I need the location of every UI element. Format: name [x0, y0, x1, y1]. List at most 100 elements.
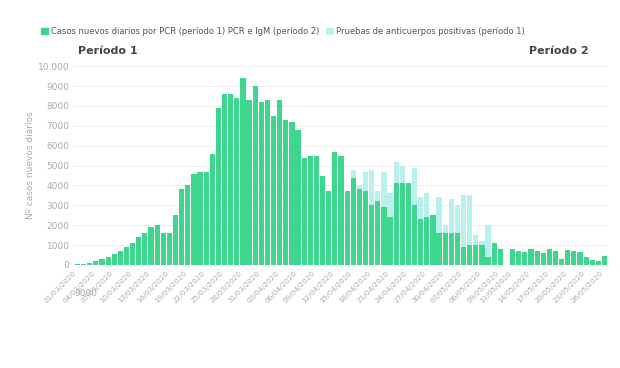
- Bar: [351, 177, 356, 265]
- Bar: [528, 249, 534, 265]
- Bar: [81, 264, 86, 265]
- Bar: [449, 199, 454, 265]
- Bar: [326, 191, 331, 265]
- Bar: [234, 98, 239, 265]
- Bar: [485, 225, 490, 265]
- Bar: [479, 241, 485, 265]
- Bar: [541, 253, 546, 265]
- Bar: [430, 215, 435, 265]
- Bar: [565, 250, 570, 265]
- Bar: [148, 227, 154, 265]
- Bar: [112, 254, 117, 265]
- Bar: [547, 249, 552, 265]
- Bar: [381, 207, 386, 265]
- Bar: [247, 100, 252, 265]
- Bar: [265, 100, 270, 265]
- Bar: [436, 197, 441, 265]
- Bar: [203, 171, 209, 265]
- Bar: [308, 156, 313, 265]
- Bar: [388, 217, 392, 265]
- Bar: [461, 195, 466, 265]
- Bar: [571, 251, 577, 265]
- Bar: [394, 184, 399, 265]
- Bar: [596, 261, 601, 265]
- Bar: [252, 86, 258, 265]
- Bar: [461, 247, 466, 265]
- Bar: [418, 197, 423, 265]
- Bar: [369, 170, 374, 265]
- Bar: [363, 171, 368, 265]
- Bar: [369, 205, 374, 265]
- Bar: [136, 237, 141, 265]
- Bar: [455, 205, 460, 265]
- Bar: [424, 194, 430, 265]
- Bar: [118, 251, 123, 265]
- Bar: [210, 154, 215, 265]
- Bar: [356, 190, 362, 265]
- Bar: [492, 243, 497, 265]
- Bar: [222, 94, 227, 265]
- Bar: [449, 233, 454, 265]
- Bar: [142, 233, 148, 265]
- Legend: Casos nuevos diarios por PCR (período 1) PCR e IgM (período 2), Pruebas de antic: Casos nuevos diarios por PCR (período 1)…: [42, 27, 525, 36]
- Bar: [320, 176, 326, 265]
- Bar: [93, 261, 99, 265]
- Bar: [271, 116, 276, 265]
- Bar: [290, 122, 294, 265]
- Bar: [479, 245, 485, 265]
- Text: Período 2: Período 2: [529, 46, 588, 56]
- Bar: [473, 245, 479, 265]
- Bar: [406, 194, 411, 265]
- Bar: [412, 205, 417, 265]
- Bar: [283, 120, 288, 265]
- Bar: [375, 191, 381, 265]
- Bar: [394, 162, 399, 265]
- Bar: [351, 170, 356, 265]
- Bar: [381, 171, 386, 265]
- Bar: [124, 247, 129, 265]
- Bar: [406, 184, 411, 265]
- Bar: [185, 185, 190, 265]
- Bar: [339, 156, 343, 265]
- Bar: [577, 252, 583, 265]
- Bar: [259, 102, 264, 265]
- Bar: [510, 249, 515, 265]
- Bar: [553, 251, 558, 265]
- Bar: [492, 247, 497, 265]
- Bar: [301, 158, 307, 265]
- Bar: [516, 251, 521, 265]
- Bar: [167, 233, 172, 265]
- Text: 9000: 9000: [74, 289, 97, 298]
- Bar: [443, 233, 448, 265]
- Bar: [277, 100, 282, 265]
- Bar: [602, 256, 607, 265]
- Bar: [197, 171, 203, 265]
- Bar: [498, 249, 503, 265]
- Bar: [400, 184, 405, 265]
- Bar: [400, 166, 405, 265]
- Bar: [467, 195, 472, 265]
- Bar: [87, 263, 92, 265]
- Bar: [443, 225, 448, 265]
- Bar: [356, 185, 362, 265]
- Bar: [534, 251, 540, 265]
- Bar: [99, 259, 105, 265]
- Bar: [424, 217, 430, 265]
- Y-axis label: Nº casos nuevos diarios: Nº casos nuevos diarios: [26, 112, 35, 219]
- Bar: [105, 257, 111, 265]
- Text: Período 1: Período 1: [78, 46, 138, 56]
- Bar: [388, 194, 392, 265]
- Bar: [241, 78, 246, 265]
- Bar: [296, 130, 301, 265]
- Bar: [418, 219, 423, 265]
- Bar: [583, 257, 589, 265]
- Bar: [154, 225, 160, 265]
- Bar: [130, 243, 135, 265]
- Bar: [590, 260, 595, 265]
- Bar: [314, 156, 319, 265]
- Bar: [332, 152, 337, 265]
- Bar: [192, 174, 197, 265]
- Bar: [228, 94, 233, 265]
- Bar: [375, 201, 381, 265]
- Bar: [455, 233, 460, 265]
